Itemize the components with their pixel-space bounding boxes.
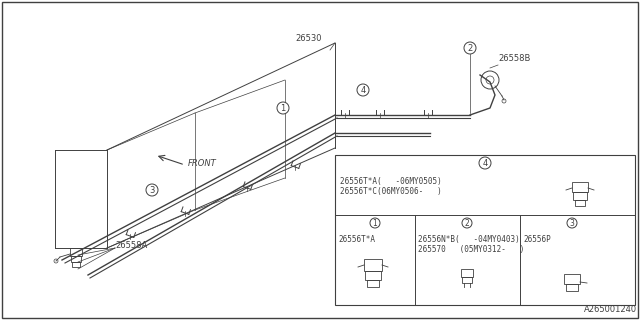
- Text: 26530: 26530: [295, 34, 321, 43]
- Text: 26558A: 26558A: [115, 241, 147, 250]
- Text: FRONT: FRONT: [188, 158, 217, 167]
- Circle shape: [370, 218, 380, 228]
- Bar: [365, 271, 381, 280]
- Bar: [564, 274, 580, 284]
- Bar: [566, 284, 578, 291]
- Bar: [72, 262, 80, 267]
- Bar: [335, 155, 635, 305]
- Bar: [462, 277, 472, 283]
- Text: 26556T*A: 26556T*A: [338, 235, 375, 244]
- Text: 3: 3: [149, 186, 155, 195]
- Text: A265001240: A265001240: [584, 305, 637, 314]
- Text: 3: 3: [570, 219, 575, 228]
- Bar: [573, 192, 587, 200]
- Text: 26556T*A(   -06MY0505): 26556T*A( -06MY0505): [340, 177, 442, 186]
- Text: 4: 4: [483, 158, 488, 167]
- Circle shape: [277, 102, 289, 114]
- Circle shape: [464, 42, 476, 54]
- Circle shape: [479, 157, 491, 169]
- Bar: [364, 259, 382, 271]
- Bar: [367, 280, 379, 287]
- Circle shape: [567, 218, 577, 228]
- Text: 26556P: 26556P: [523, 235, 551, 244]
- Text: 265570   (05MY0312-   ): 265570 (05MY0312- ): [418, 245, 524, 254]
- Text: 26556T*C(06MY0506-   ): 26556T*C(06MY0506- ): [340, 187, 442, 196]
- Text: 26556N*B(   -04MY0403): 26556N*B( -04MY0403): [418, 235, 520, 244]
- Text: 26558B: 26558B: [498, 53, 531, 62]
- Bar: [461, 269, 473, 277]
- Bar: [572, 182, 588, 192]
- Text: 2: 2: [467, 44, 472, 52]
- Circle shape: [357, 84, 369, 96]
- Bar: [71, 256, 81, 262]
- Text: 2: 2: [465, 219, 469, 228]
- Circle shape: [146, 184, 158, 196]
- Text: 1: 1: [372, 219, 378, 228]
- Bar: [575, 200, 585, 206]
- Bar: [70, 248, 82, 256]
- Circle shape: [462, 218, 472, 228]
- Text: 4: 4: [360, 85, 365, 94]
- Text: 1: 1: [280, 103, 285, 113]
